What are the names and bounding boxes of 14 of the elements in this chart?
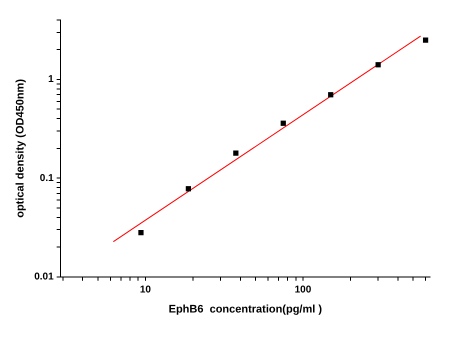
point	[233, 150, 238, 156]
point	[376, 62, 381, 68]
y-axis-title: optical density (OD450nm)	[14, 78, 27, 218]
point	[422, 38, 428, 43]
y-tick-label: 1	[48, 74, 54, 86]
point	[186, 186, 192, 192]
point	[280, 120, 286, 126]
y-tick-label: 0.1	[40, 172, 54, 184]
point	[328, 92, 334, 98]
point	[138, 230, 144, 236]
x-axis-title: EphB6 concentration(pg/ml )	[168, 303, 322, 316]
x-tick-label: 100	[294, 284, 312, 296]
y-tick-label: 0.01	[34, 272, 54, 283]
x-tick-label: 10	[140, 284, 152, 296]
